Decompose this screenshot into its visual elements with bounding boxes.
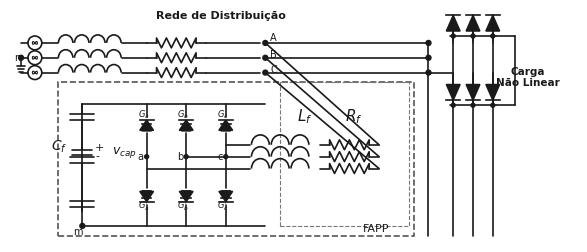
Polygon shape — [142, 124, 151, 131]
Text: -: - — [95, 151, 99, 161]
Text: n: n — [14, 53, 20, 63]
Circle shape — [451, 34, 455, 38]
Polygon shape — [219, 120, 232, 130]
Circle shape — [224, 155, 228, 159]
Polygon shape — [179, 120, 193, 130]
Polygon shape — [466, 84, 480, 100]
Circle shape — [80, 224, 85, 228]
Circle shape — [491, 34, 495, 38]
Circle shape — [426, 70, 431, 75]
Text: $C_f$: $C_f$ — [51, 139, 68, 155]
Text: $G_a'$: $G_a'$ — [138, 200, 150, 213]
Polygon shape — [486, 15, 500, 31]
Circle shape — [491, 103, 495, 107]
Circle shape — [263, 55, 268, 60]
Polygon shape — [140, 191, 154, 202]
Polygon shape — [221, 124, 231, 131]
Polygon shape — [221, 191, 231, 198]
Text: C: C — [270, 65, 277, 75]
Polygon shape — [219, 191, 232, 202]
Circle shape — [263, 70, 268, 75]
Circle shape — [471, 103, 475, 107]
Polygon shape — [466, 15, 480, 31]
Text: Carga
Não Linear: Carga Não Linear — [495, 67, 559, 88]
Text: $G_b$: $G_b$ — [177, 109, 189, 121]
Text: c: c — [217, 152, 222, 162]
Polygon shape — [486, 84, 500, 100]
Text: +: + — [95, 143, 104, 153]
Text: $L_f$: $L_f$ — [297, 108, 313, 127]
Circle shape — [451, 103, 455, 107]
Text: $G_b'$: $G_b'$ — [177, 200, 189, 213]
Polygon shape — [446, 84, 460, 100]
Polygon shape — [446, 15, 460, 31]
Text: $G_c$: $G_c$ — [217, 109, 228, 121]
Text: b: b — [177, 152, 183, 162]
Circle shape — [426, 41, 431, 45]
Text: Rede de Distribuição: Rede de Distribuição — [156, 11, 286, 21]
Circle shape — [19, 55, 23, 60]
Text: $R_f$: $R_f$ — [346, 108, 363, 127]
Polygon shape — [140, 120, 154, 130]
Text: A: A — [270, 33, 277, 43]
Polygon shape — [179, 191, 193, 202]
Circle shape — [144, 155, 149, 159]
Circle shape — [426, 55, 431, 60]
Polygon shape — [142, 191, 151, 198]
Circle shape — [263, 41, 268, 45]
Text: FAPP: FAPP — [362, 224, 389, 234]
Polygon shape — [181, 191, 191, 198]
Text: $G_a$: $G_a$ — [138, 109, 150, 121]
Text: B: B — [270, 50, 277, 60]
Text: $v_{cap}$: $v_{cap}$ — [112, 145, 137, 160]
Text: a: a — [138, 152, 144, 162]
Circle shape — [184, 155, 188, 159]
Polygon shape — [181, 124, 191, 131]
Text: m: m — [73, 227, 82, 237]
Circle shape — [471, 34, 475, 38]
Text: $G_c'$: $G_c'$ — [217, 200, 228, 213]
